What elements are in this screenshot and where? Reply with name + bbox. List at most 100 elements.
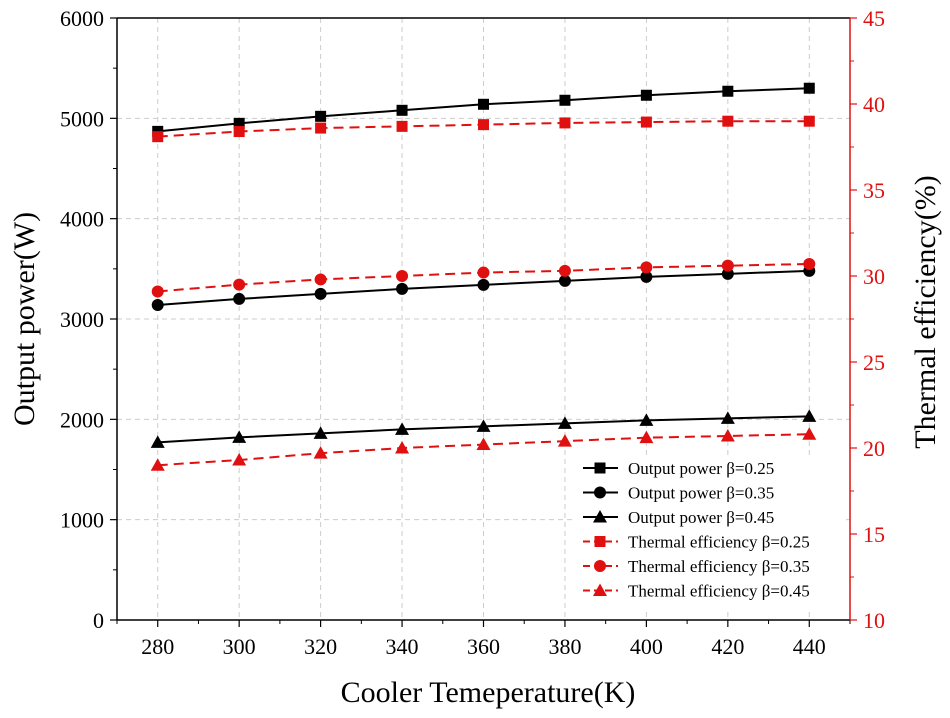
legend-label: Output power β=0.25 [628, 459, 774, 478]
series-group [152, 82, 815, 137]
data-point-square [803, 82, 815, 94]
data-point-square [722, 115, 734, 127]
x-tick-label: 440 [793, 634, 826, 659]
data-point-triangle [639, 430, 654, 444]
legend-label: Thermal efficiency β=0.45 [628, 582, 810, 601]
legend-label: Output power β=0.35 [628, 484, 774, 503]
data-point-square [233, 117, 245, 129]
data-point-square [478, 98, 489, 110]
data-point-square [152, 131, 164, 143]
data-point-triangle [395, 441, 410, 454]
data-point-triangle [313, 426, 328, 439]
legend-label: Thermal efficiency β=0.35 [628, 557, 810, 576]
data-point-square [722, 85, 734, 97]
series-layer [150, 82, 817, 471]
y-tick-label: 1000 [60, 508, 104, 533]
x-tick-label: 280 [141, 634, 174, 659]
y-tick-label: 4000 [60, 207, 104, 232]
data-point-square [478, 119, 489, 131]
data-point-square [559, 94, 571, 106]
data-point-triangle [150, 458, 165, 471]
axes-layer: 280 300 320 340 360 380 400 420 440 0 1000 2000 3000… [60, 6, 885, 659]
data-point-triangle [150, 435, 165, 448]
series-group [150, 409, 817, 448]
data-point-circle [640, 261, 653, 274]
y2-axis-label: Thermal efficiency(%) [909, 175, 942, 448]
data-point-square [315, 110, 327, 122]
data-point-circle [314, 273, 327, 286]
legend-marker-square [594, 536, 606, 547]
y2-tick-label: 15 [863, 522, 885, 547]
series-group [151, 264, 816, 311]
data-point-triangle [802, 409, 817, 422]
legend-marker-triangle [593, 583, 607, 596]
x-tick-label: 400 [630, 634, 663, 659]
series-group [150, 427, 817, 471]
data-point-triangle [639, 413, 654, 426]
legend-label: Thermal efficiency β=0.25 [628, 533, 810, 552]
data-point-triangle [395, 422, 410, 435]
data-point-triangle [232, 430, 247, 443]
data-point-circle [803, 257, 816, 270]
data-point-triangle [720, 428, 735, 442]
legend-marker-square [594, 462, 606, 474]
x-tick-label: 380 [548, 634, 581, 659]
y-tick-label: 0 [93, 608, 104, 633]
data-point-circle [151, 298, 164, 311]
data-point-circle [233, 278, 246, 291]
data-point-triangle [476, 419, 491, 432]
data-point-triangle [557, 416, 572, 429]
y-tick-label: 3000 [60, 307, 104, 332]
data-point-triangle [720, 411, 735, 424]
data-point-triangle [557, 434, 572, 447]
y-axis-label: Output power(W) [8, 212, 41, 426]
data-point-circle [721, 259, 734, 272]
data-point-circle [640, 270, 653, 283]
data-point-triangle [476, 437, 491, 451]
x-tick-label: 360 [467, 634, 500, 659]
data-point-circle [396, 270, 409, 282]
y2-tick-label: 25 [863, 350, 885, 375]
data-point-triangle [313, 446, 328, 459]
data-point-square [803, 115, 815, 127]
data-point-square [396, 104, 408, 116]
series-group [151, 257, 816, 298]
data-point-square [640, 89, 652, 101]
y2-tick-label: 35 [863, 178, 885, 203]
data-point-triangle [232, 453, 247, 466]
data-point-circle [558, 274, 571, 287]
data-point-square [640, 116, 652, 128]
data-point-circle [477, 266, 490, 279]
x-tick-label: 300 [223, 634, 256, 659]
y2-tick-label: 10 [863, 608, 885, 633]
y-tick-label: 5000 [60, 106, 104, 131]
y-tick-label: 6000 [60, 6, 104, 31]
y2-tick-label: 40 [863, 92, 885, 117]
series-group [152, 115, 815, 143]
x-tick-label: 320 [304, 634, 337, 659]
legend: Output power β=0.25 Output power β=0.35 Ou… [575, 456, 843, 608]
data-point-square [233, 126, 245, 138]
legend-marker-circle [594, 486, 606, 499]
data-point-square [315, 122, 327, 134]
legend-marker-circle [594, 560, 606, 572]
data-point-square [559, 117, 571, 129]
data-point-circle [477, 278, 490, 291]
y2-tick-label: 30 [863, 264, 885, 289]
data-point-circle [558, 264, 571, 277]
x-axis-label: Cooler Temeperature(K) [341, 676, 636, 709]
y2-tick-label: 20 [863, 436, 885, 461]
x-tick-label: 420 [711, 634, 744, 659]
data-point-triangle [802, 427, 817, 440]
data-point-circle [314, 287, 327, 300]
legend-marker-triangle [593, 510, 607, 523]
data-point-square [396, 120, 408, 132]
y2-tick-label: 45 [863, 6, 885, 31]
legend-box [575, 456, 843, 608]
data-point-circle [396, 282, 409, 295]
x-tick-label: 340 [386, 634, 419, 659]
data-point-circle [151, 285, 164, 298]
y-tick-label: 2000 [60, 407, 104, 432]
legend-label: Output power β=0.45 [628, 508, 774, 527]
